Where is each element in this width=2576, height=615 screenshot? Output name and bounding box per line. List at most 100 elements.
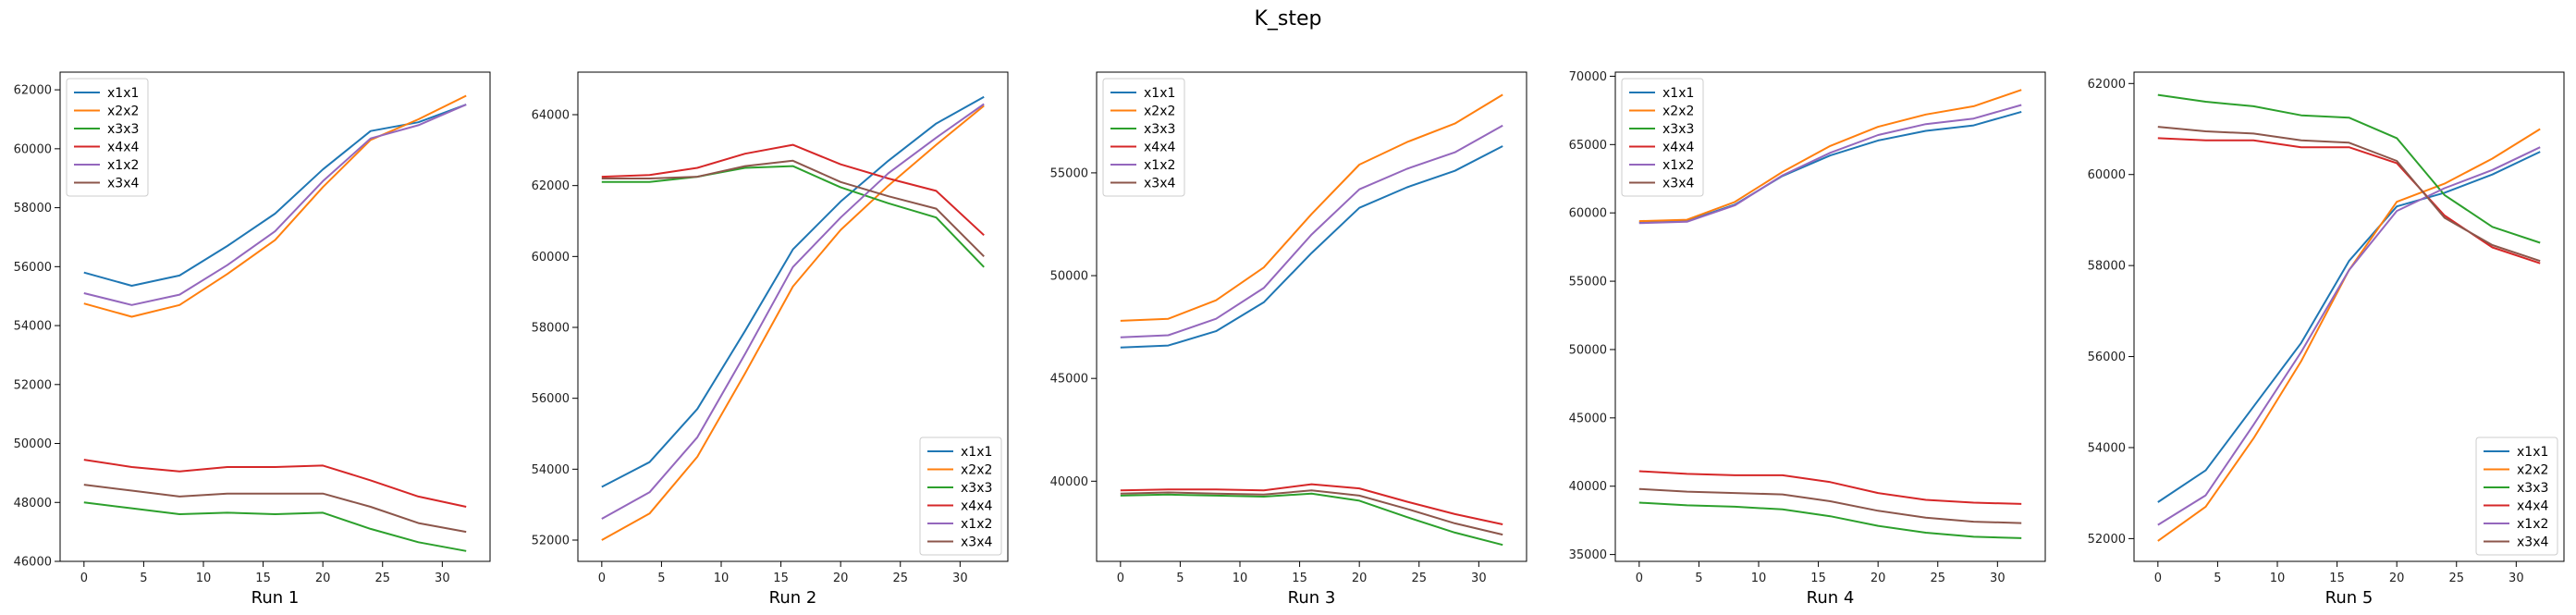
x-tick-label: 20 [833, 572, 849, 585]
panels: 0 5 10 15 20 25 304600048000500005200054000560… [14, 70, 2565, 608]
y-tick-label: 50000 [1050, 270, 1088, 284]
x-tick-label: 20 [1871, 572, 1886, 585]
x-tick-label: 15 [1810, 572, 1826, 585]
series-line-x4x4 [83, 459, 467, 508]
chart-panel-4: 0 5 10 15 20 25 30 35000 40000 45000 50000 55000 600… [1569, 70, 2046, 608]
series-line-x3x3 [83, 501, 467, 552]
plot-frame [1614, 71, 2046, 562]
y-tick-label: 35000 [1569, 548, 1607, 562]
series-line-x1x2 [1120, 124, 1503, 338]
y-tick-label: 50000 [14, 437, 52, 451]
legend-entry-x1x2: x1x2 [1144, 158, 1175, 173]
series-line-x4x4 [1120, 483, 1503, 525]
y-tick-label: 60000 [532, 251, 570, 264]
x-tick-label: 5 [657, 572, 665, 585]
x-tick-label: 25 [1411, 572, 1427, 585]
series-line-x3x3 [1638, 501, 2022, 539]
x-tick-label: 25 [2448, 572, 2464, 585]
series-line-x1x2 [601, 103, 985, 520]
legend-entry-x4x4: x4x4 [107, 141, 139, 155]
x-tick-label: 15 [255, 572, 271, 585]
legend-entry-x1x1: x1x1 [1662, 86, 1694, 101]
figure-suptitle: K_step [1254, 7, 1321, 31]
chart-panel-3: 0 5 10 15 20 25 30 40000 45000 50000 55000 Run 3 x1x… [1050, 71, 1527, 608]
y-tick-label: 58000 [2088, 260, 2126, 274]
legend-entry-x2x2: x2x2 [107, 105, 139, 119]
series-line-x1x1 [601, 95, 985, 488]
y-tick-label: 54000 [14, 320, 52, 334]
y-tick-label: 56000 [2088, 351, 2126, 364]
y-tick-label: 65000 [1569, 139, 1607, 153]
y-tick-label: 45000 [1050, 373, 1088, 387]
series-line-x3x3 [601, 165, 985, 268]
y-tick-label: 48000 [14, 497, 52, 510]
x-tick-label: 15 [2329, 572, 2345, 585]
x-tick-label: 0 [1117, 572, 1124, 585]
y-tick-label: 52000 [532, 535, 570, 548]
legend-entry-x3x4: x3x4 [1144, 177, 1175, 191]
series-line-x4x4 [601, 143, 985, 237]
series-line-x3x3 [1120, 492, 1503, 547]
y-tick-label: 54000 [532, 463, 570, 477]
series-line-x3x4 [601, 159, 985, 258]
y-tick-label: 56000 [14, 261, 52, 275]
legend-entry-x1x2: x1x2 [961, 517, 992, 532]
x-tick-label: 5 [1695, 572, 1702, 585]
legend-box [66, 78, 149, 197]
y-tick-label: 60000 [1569, 207, 1607, 221]
legend-entry-x3x4: x3x4 [2517, 535, 2548, 550]
x-tick-label: 0 [598, 572, 606, 585]
series-line-x4x4 [1638, 470, 2022, 505]
x-axis-label: Run 3 [1288, 588, 1336, 608]
legend-entry-x2x2: x2x2 [1662, 105, 1694, 119]
legend-entry-x1x2: x1x2 [2517, 517, 2548, 532]
legend-entry-x3x3: x3x3 [961, 481, 992, 496]
y-tick-label: 55000 [1569, 276, 1607, 289]
chart-panel-1: 0 5 10 15 20 25 30 46000 48000 50000 52000 54000 560… [14, 71, 491, 608]
legend-box [919, 437, 1002, 556]
plot-frame [2133, 71, 2565, 562]
plot-frame [577, 71, 1009, 562]
plot-frame [59, 71, 491, 562]
y-tick-label: 40000 [1050, 475, 1088, 489]
legend-box [1621, 78, 1704, 197]
legend-entry-x4x4: x4x4 [1662, 141, 1694, 155]
x-tick-label: 25 [892, 572, 908, 585]
legend-entry-x3x3: x3x3 [2517, 481, 2548, 496]
series-line-x1x2 [2157, 146, 2541, 526]
x-axis-label: Run 5 [2325, 588, 2374, 608]
legend-entry-x1x1: x1x1 [2517, 445, 2548, 460]
y-tick-label: 50000 [1569, 343, 1607, 357]
x-tick-label: 5 [1176, 572, 1184, 585]
x-tick-label: 20 [315, 572, 331, 585]
legend-box [2475, 437, 2558, 556]
legend-entry-x1x1: x1x1 [107, 86, 139, 101]
x-tick-label: 0 [1636, 572, 1643, 585]
x-tick-label: 30 [1471, 572, 1487, 585]
chart-panel-2: 0 5 10 15 20 25 30 52000 54000 56000 58000 60000 620… [532, 71, 1009, 608]
x-tick-label: 10 [196, 572, 212, 585]
legend-entry-x3x4: x3x4 [1662, 177, 1694, 191]
x-axis-label: Run 4 [1807, 588, 1855, 608]
y-tick-label: 64000 [532, 109, 570, 123]
x-tick-label: 10 [2270, 572, 2286, 585]
series-line-x3x4 [1638, 487, 2022, 524]
y-tick-label: 62000 [14, 84, 52, 98]
x-tick-label: 0 [80, 572, 88, 585]
y-tick-label: 55000 [1050, 166, 1088, 180]
legend-entry-x2x2: x2x2 [961, 463, 992, 478]
legend-entry-x3x3: x3x3 [107, 122, 139, 137]
y-tick-label: 70000 [1569, 70, 1607, 84]
series-line-x3x3 [2157, 93, 2541, 244]
series-line-x2x2 [1120, 93, 1503, 322]
series-line-x1x1 [2157, 151, 2541, 503]
y-tick-label: 56000 [532, 392, 570, 406]
series-line-x3x4 [2157, 126, 2541, 263]
series-line-x3x4 [83, 484, 467, 534]
legend-entry-x4x4: x4x4 [2517, 499, 2548, 514]
legend-entry-x2x2: x2x2 [1144, 105, 1175, 119]
legend-entry-x3x3: x3x3 [1144, 122, 1175, 137]
legend-entry-x1x1: x1x1 [961, 445, 992, 460]
series-line-x2x2 [601, 105, 985, 541]
